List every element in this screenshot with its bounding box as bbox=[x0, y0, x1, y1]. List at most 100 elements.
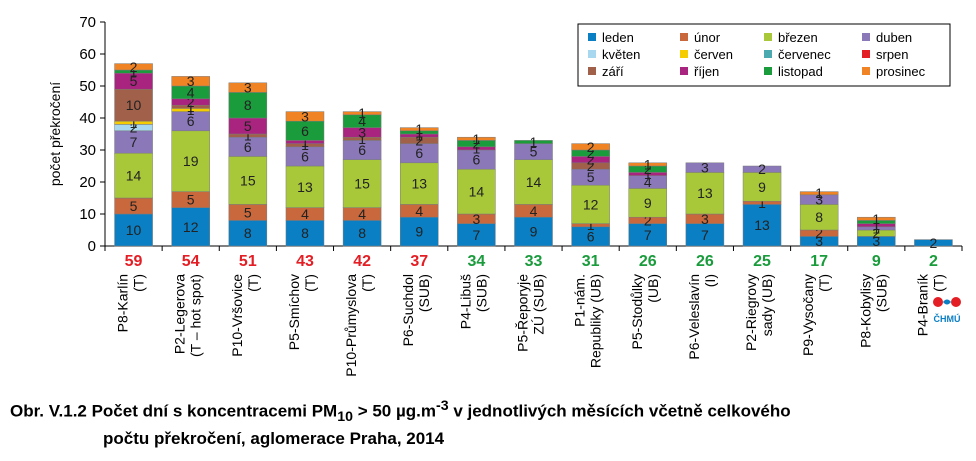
bar-segment-label: 2 bbox=[587, 139, 595, 155]
x-tick-label: P4-Libuš bbox=[457, 274, 473, 329]
chmu-logo: ČHMÚ bbox=[928, 294, 968, 328]
bar-segment-label: 1 bbox=[301, 134, 309, 150]
bar-segment-label: 1 bbox=[758, 195, 766, 211]
bar-segment bbox=[685, 172, 725, 215]
bar-segment-label: 6 bbox=[187, 113, 195, 129]
bar-segment bbox=[171, 207, 210, 247]
legend-swatch bbox=[862, 33, 870, 41]
bar-segment-label: 9 bbox=[415, 224, 423, 240]
legend-entry: únor bbox=[694, 30, 721, 45]
bar-segment-label: 9 bbox=[758, 179, 766, 195]
x-tick-label: (SUB) bbox=[473, 274, 489, 312]
bar-segment-label: 1 bbox=[872, 220, 880, 236]
bar-segment-label: 10 bbox=[126, 97, 142, 113]
total-label: 26 bbox=[696, 253, 714, 270]
x-tick-label: P10-Průmyslova bbox=[343, 274, 359, 377]
bar-segment-label: 1 bbox=[187, 99, 195, 115]
bar-segment-label: 8 bbox=[301, 225, 309, 241]
bar-segment-label: 2 bbox=[415, 132, 423, 148]
bar-segment-label: 7 bbox=[701, 227, 709, 243]
bar-segment-label: 3 bbox=[187, 73, 195, 89]
bar-segment-label: 3 bbox=[701, 211, 709, 227]
legend-swatch bbox=[588, 33, 596, 41]
x-tick-label: P9-Vysočany bbox=[800, 274, 816, 356]
legend-entry: listopad bbox=[778, 64, 823, 79]
y-tick-label: 70 bbox=[79, 14, 96, 31]
bar-segment-label: 8 bbox=[815, 209, 823, 225]
bar-segment-label: 2 bbox=[815, 225, 823, 241]
bar-segment-label: 1 bbox=[415, 128, 423, 144]
bar-segment bbox=[571, 143, 610, 151]
legend-entry: srpen bbox=[876, 47, 909, 62]
x-tick-label: (T) bbox=[816, 274, 832, 292]
bar-segment-label: 1 bbox=[187, 102, 195, 118]
bar-segment-label: 7 bbox=[130, 134, 138, 150]
legend-swatch bbox=[680, 67, 688, 75]
bar-segment-label: 1 bbox=[358, 105, 366, 121]
bar-segment bbox=[742, 172, 782, 202]
bar-segment-label: 6 bbox=[415, 145, 423, 161]
bar-segment-label: 3 bbox=[701, 160, 709, 176]
x-tick-label: (I) bbox=[702, 274, 718, 287]
bar-segment bbox=[399, 216, 439, 247]
bar-segment-label: 5 bbox=[130, 73, 138, 89]
bar-segment bbox=[628, 188, 668, 218]
bar-segment-label: 1 bbox=[358, 131, 366, 147]
bar-segment bbox=[857, 216, 896, 221]
bar-segment bbox=[799, 204, 839, 231]
bar-segment-label: 2 bbox=[644, 212, 652, 228]
x-tick-label: (T) bbox=[245, 274, 261, 292]
y-tick-label: 30 bbox=[79, 142, 96, 159]
total-label: 59 bbox=[125, 253, 143, 270]
bar-segment bbox=[114, 213, 153, 247]
x-tick-label: P5-Řeporyje bbox=[515, 274, 531, 352]
bar-segment-label: 4 bbox=[358, 206, 366, 222]
x-tick-label: (T) bbox=[302, 274, 318, 292]
bar-segment-label: 5 bbox=[530, 144, 538, 160]
logo-text: ČHMÚ bbox=[934, 313, 961, 324]
bar-segment-label: 1 bbox=[587, 217, 595, 233]
bar-segment-label: 2 bbox=[472, 136, 480, 152]
bar-segment-label: 1 bbox=[244, 128, 252, 144]
bar-segment-label: 1 bbox=[472, 140, 480, 156]
bar-segment-label: 19 bbox=[183, 153, 199, 169]
bar-segment-label: 2 bbox=[644, 161, 652, 177]
bar-segment-label: 13 bbox=[754, 217, 770, 233]
x-tick-label: P10-Vršovice bbox=[229, 274, 245, 357]
x-tick-label: Republiky (UB) bbox=[588, 274, 604, 368]
x-tick-label: (T – hot spot) bbox=[188, 274, 204, 357]
bar-segment-label: 2 bbox=[587, 152, 595, 168]
x-tick-label: (T) bbox=[131, 274, 147, 292]
bar-segment-label: 3 bbox=[472, 211, 480, 227]
bar-segment-label: 5 bbox=[130, 198, 138, 214]
bar-segment-label: 4 bbox=[301, 206, 309, 222]
legend-swatch bbox=[680, 33, 688, 41]
total-label: 43 bbox=[296, 253, 314, 270]
bar-segment-label: 6 bbox=[587, 228, 595, 244]
bar-segment-label: 1 bbox=[872, 217, 880, 233]
caption-line-1: Obr. V.1.2 Počet dní s koncentracemi PM1… bbox=[10, 398, 791, 426]
bar-segment bbox=[228, 82, 268, 93]
y-tick-label: 20 bbox=[79, 174, 96, 191]
bar-segment-label: 6 bbox=[301, 148, 309, 164]
legend: leden únor březen duben květen červen červenec… bbox=[577, 23, 951, 87]
bar-segment bbox=[285, 220, 325, 247]
bar-segment-label: 3 bbox=[815, 233, 823, 249]
bar-segment bbox=[399, 127, 439, 132]
caption-line-2: počtu překročení, aglomerace Praha, 2014 bbox=[103, 429, 445, 449]
bar-segment bbox=[114, 152, 153, 199]
total-label: 26 bbox=[639, 253, 657, 270]
bar-segment-label: 1 bbox=[872, 211, 880, 227]
bar-segment-label: 9 bbox=[644, 195, 652, 211]
bar-segment-label: 1 bbox=[644, 156, 652, 172]
bar-segment-label: 15 bbox=[354, 176, 370, 192]
bar-segment bbox=[342, 220, 382, 247]
bar-segment bbox=[799, 191, 839, 196]
bar-segment-label: 1 bbox=[815, 185, 823, 201]
bar-segment-label: 14 bbox=[526, 174, 542, 190]
x-tick-label: sady (UB) bbox=[759, 274, 775, 336]
bar-segment-label: 4 bbox=[644, 174, 652, 190]
total-label: 2 bbox=[929, 253, 938, 270]
legend-swatch bbox=[764, 67, 772, 75]
bar-segment-label: 5 bbox=[587, 169, 595, 185]
